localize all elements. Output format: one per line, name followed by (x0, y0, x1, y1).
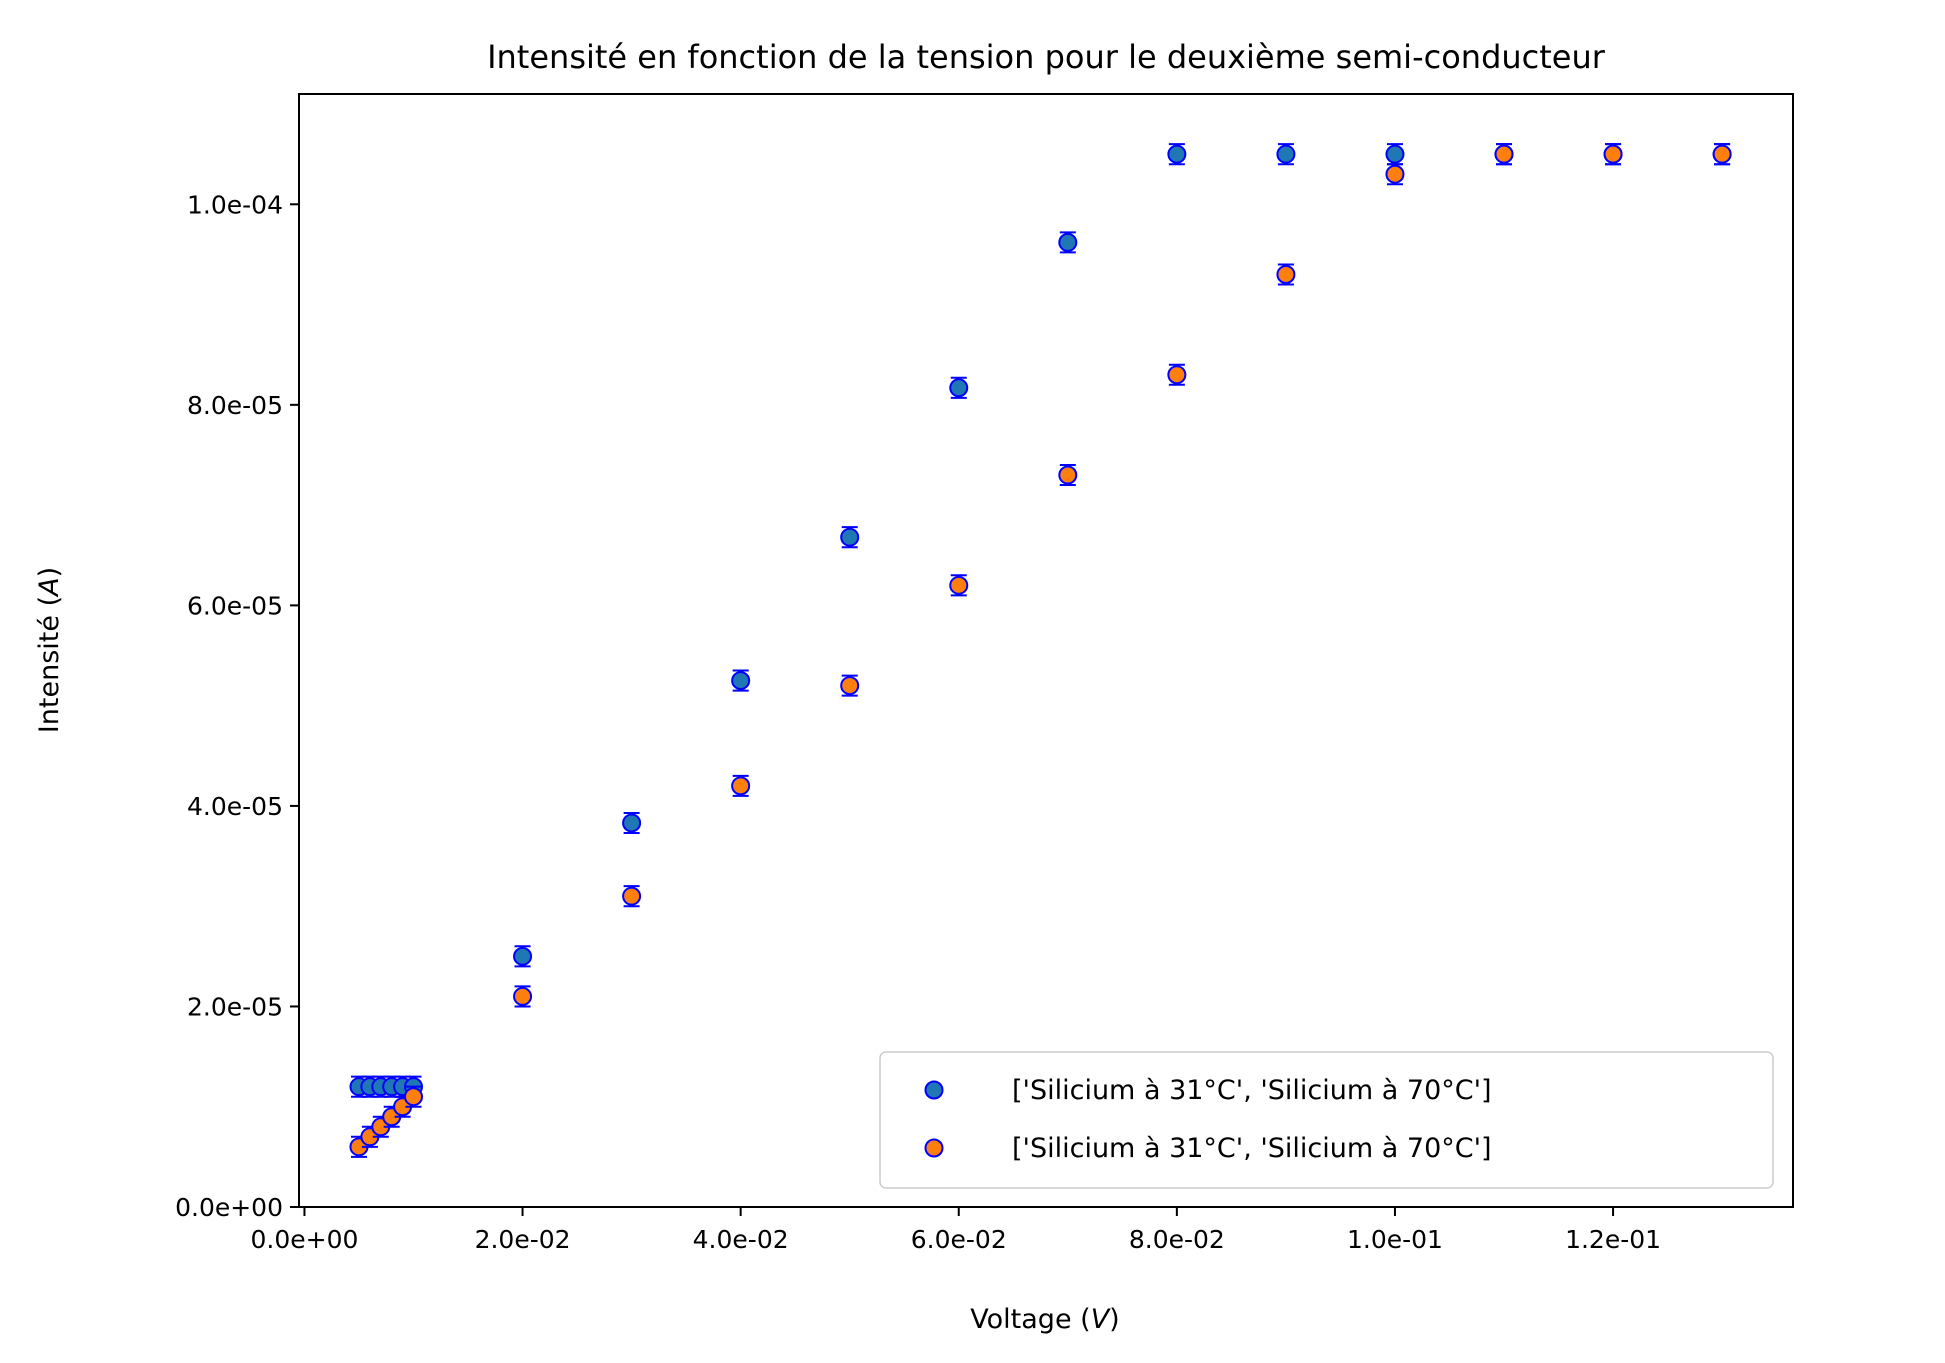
legend-box (879, 1051, 1774, 1189)
data-point (1276, 264, 1296, 284)
x-axis-label-text: Voltage ( (970, 1304, 1090, 1335)
data-point (1167, 365, 1187, 385)
data-point (1712, 144, 1732, 164)
y-axis-label-text: Intensité ( (34, 596, 65, 733)
plot-area-frame (298, 93, 1794, 1208)
y-tick-label: 0.0e+00 (175, 1193, 283, 1222)
y-axis-label: Intensité (A) (34, 567, 65, 733)
series-2 (349, 143, 1732, 1158)
y-tick-label: 8.0e-05 (187, 391, 283, 420)
x-tick-label: 1.2e-01 (1565, 1225, 1661, 1254)
data-point (731, 776, 751, 796)
data-point (840, 676, 860, 696)
data-point (731, 671, 751, 691)
data-point (949, 378, 969, 398)
x-axis-label: Voltage (V) (970, 1304, 1119, 1335)
data-point (840, 527, 860, 547)
x-tick-label: 1.0e-01 (1347, 1225, 1443, 1254)
data-point (513, 986, 533, 1006)
legend-marker-series-2 (924, 1138, 944, 1158)
data-point (1385, 164, 1405, 184)
x-tick-label: 0.0e+00 (250, 1225, 358, 1254)
data-point (1603, 144, 1623, 164)
data-point (622, 813, 642, 833)
data-point (513, 946, 533, 966)
chart-title: Intensité en fonction de la tension pour… (487, 38, 1606, 76)
x-tick-label: 2.0e-02 (475, 1225, 571, 1254)
x-tick-label: 8.0e-02 (1129, 1225, 1225, 1254)
legend-label-series-1: ['Silicium à 31°C', 'Silicium à 70°C'] (1012, 1075, 1492, 1106)
data-point (1385, 144, 1405, 164)
x-tick-label: 6.0e-02 (911, 1225, 1007, 1254)
y-axis: 0.0e+00 2.0e-05 4.0e-05 6.0e-05 8.0e-05 1.0e-… (175, 190, 299, 1222)
data-marks (349, 143, 1732, 1158)
data-point (1058, 465, 1078, 485)
y-tick-label: 4.0e-05 (187, 792, 283, 821)
x-axis-label-symbol: V (1091, 1304, 1112, 1335)
data-point (622, 886, 642, 906)
data-point (1167, 144, 1187, 164)
x-axis-label-end: ) (1109, 1304, 1120, 1335)
x-tick-label: 4.0e-02 (693, 1225, 789, 1254)
data-point (404, 1087, 424, 1107)
x-axis: 0.0e+00 2.0e-02 4.0e-02 6.0e-02 8.0e-02 1.0e-… (250, 1207, 1661, 1254)
legend-label-series-2: ['Silicium à 31°C', 'Silicium à 70°C'] (1012, 1133, 1492, 1164)
y-axis-label-symbol: A (34, 577, 65, 597)
data-point (949, 575, 969, 595)
y-tick-label: 2.0e-05 (187, 992, 283, 1021)
data-point (1058, 232, 1078, 252)
data-point (1276, 144, 1296, 164)
legend: ['Silicium à 31°C', 'Silicium à 70°C'] [… (879, 1051, 1774, 1189)
data-point (1494, 144, 1514, 164)
legend-marker-series-1 (924, 1080, 944, 1100)
y-tick-label: 1.0e-04 (187, 190, 283, 219)
y-axis-label-end: ) (34, 567, 65, 578)
y-tick-label: 6.0e-05 (187, 591, 283, 620)
